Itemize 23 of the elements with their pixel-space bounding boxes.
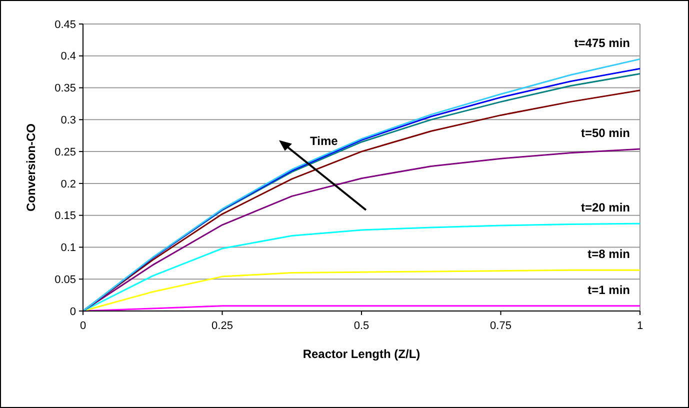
y-tick-label: 0.3 [60,114,76,127]
series-label: t=1 min [588,282,630,297]
y-tick-label: 0.2 [60,178,76,190]
x-tick-label: 0.75 [490,320,512,332]
series-label: t=475 min [574,36,630,50]
series-label: t=8 min [588,247,630,262]
x-tick-label: 0 [80,320,86,332]
y-tick-label: 0.25 [54,146,76,158]
x-tick-label: 1 [636,320,644,332]
y-tick-label: 0 [70,306,76,318]
annotation: Time [310,134,338,148]
x-tick-label: 0.5 [354,320,370,332]
y-tick-label: 0.1 [60,242,76,254]
y-tick-label: 0.35 [54,82,76,95]
series-label: t=20 min [580,200,630,215]
y-tick-label: 0.45 [54,18,76,31]
x-axis-title: Reactor Length (Z/L) [302,347,420,361]
y-tick-label: 0.15 [54,210,76,222]
x-tick-label: 0.25 [212,320,233,332]
series-label: t=50 min [580,126,630,140]
y-tick-label: 0.05 [54,274,76,286]
y-tick-label: 0.4 [60,50,76,63]
y-axis-title: Conversion-CO [24,123,38,212]
